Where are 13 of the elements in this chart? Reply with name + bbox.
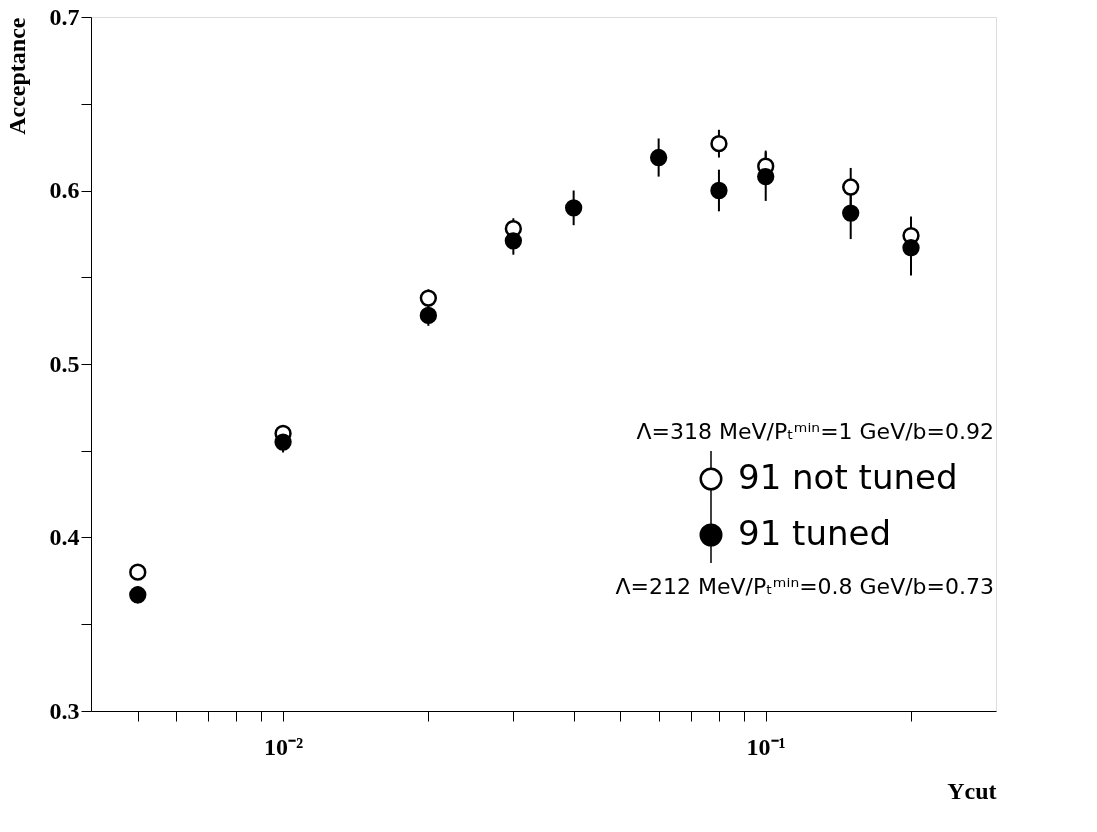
y-tick-label: 0.4 <box>49 524 80 550</box>
x-tick-label: 10⁻² <box>263 733 304 760</box>
y-tick-label: 0.6 <box>49 177 80 203</box>
annotation: Λ=212 MeV/Pₜᵐⁱⁿ=0.8 GeV/b=0.73 <box>615 574 994 599</box>
legend-label: 91 tuned <box>738 513 891 553</box>
legend-label: 91 not tuned <box>738 457 958 497</box>
annotation: Λ=318 MeV/Pₜᵐⁱⁿ=1 GeV/b=0.92 <box>636 419 994 444</box>
y-tick-label: 0.3 <box>49 697 80 724</box>
x-axis-title: Ycut <box>947 777 997 804</box>
y-axis-title: Acceptance <box>3 17 30 135</box>
x-tick-label: 10⁻¹ <box>746 733 786 760</box>
y-tick-label: 0.5 <box>49 350 80 377</box>
y-tick-label: 0.7 <box>49 3 80 30</box>
